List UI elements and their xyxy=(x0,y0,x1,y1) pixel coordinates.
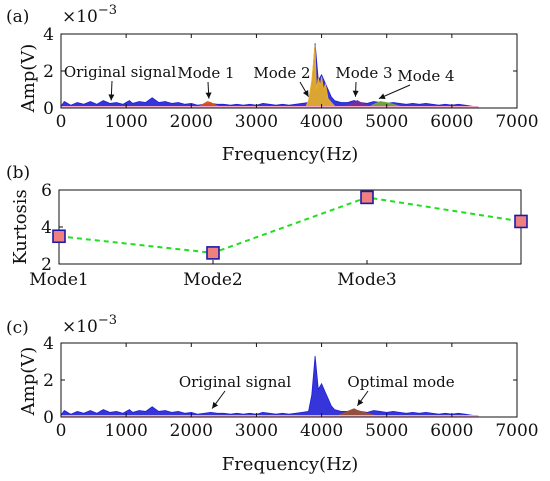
annotation-arrow-head xyxy=(378,93,386,99)
x-tick-label: 2000 xyxy=(170,421,213,441)
x-tick-label: 1000 xyxy=(105,112,148,132)
x-tick-label: 7000 xyxy=(495,421,538,441)
kurtosis-marker xyxy=(360,190,374,205)
x-tick-label: 4000 xyxy=(300,421,343,441)
panel-c-ylabel: Amp(V) xyxy=(18,347,39,417)
panel-c-spectrum: (c) ×10−3 Amp(V) Frequency(Hz) Original … xyxy=(6,313,539,475)
annotation-arrow-head xyxy=(352,90,359,97)
panel-a-label: (a) xyxy=(6,7,29,27)
x-tick-label: 4000 xyxy=(300,112,343,132)
panel-b-kurtosis: (b) Kurtosis 2 4 6 Mode1 Mode2 Mode3 xyxy=(6,163,528,290)
annotation-arrow-head xyxy=(302,90,309,97)
y-tick-label: 2 xyxy=(43,371,54,391)
x-tick-label: 0 xyxy=(56,421,67,441)
y-tick-label: 6 xyxy=(41,181,52,201)
x-tick-label: Mode2 xyxy=(183,270,242,290)
x-tick-label: 6000 xyxy=(430,421,473,441)
panel-c-multiplier: ×10−3 xyxy=(62,313,117,337)
x-tick-label: 0 xyxy=(56,112,67,132)
x-tick-label: 3000 xyxy=(235,421,278,441)
annotation-label: Mode 4 xyxy=(397,67,454,85)
annotation-arrow-head xyxy=(108,94,115,101)
x-tick-label: 2000 xyxy=(170,112,213,132)
annotation-arrow-head xyxy=(357,399,364,406)
y-tick-label: 0 xyxy=(43,408,54,428)
x-tick-label: 5000 xyxy=(365,112,408,132)
kurtosis-marker xyxy=(514,214,528,229)
panel-c-xlabel: Frequency(Hz) xyxy=(222,454,359,475)
y-tick-label: 2 xyxy=(43,62,54,82)
panel-b-label: (b) xyxy=(6,163,30,183)
panel-a-ylabel: Amp(V) xyxy=(18,44,39,114)
x-tick-label: 5000 xyxy=(365,421,408,441)
kurtosis-marker xyxy=(52,229,66,244)
svg-text:×10−3: ×10−3 xyxy=(62,3,117,27)
x-tick-label: 3000 xyxy=(235,112,278,132)
y-tick-label: 4 xyxy=(43,25,54,45)
series-mode-2 xyxy=(304,45,342,109)
panel-a-multiplier-exp: −3 xyxy=(98,3,117,18)
x-tick-label: 7000 xyxy=(495,112,538,132)
svg-text:×10−3: ×10−3 xyxy=(62,313,117,337)
panel-c-multiplier-base: ×10 xyxy=(62,317,98,337)
kurtosis-line xyxy=(58,196,522,254)
annotation-arrow-head xyxy=(212,401,219,409)
annotation-arrow-head xyxy=(205,92,212,99)
panel-a-annotations: Original signal Mode 1 Mode 2 Mode 3 Mode 4 xyxy=(64,63,455,101)
panel-a-spectrum: (a) ×10−3 Amp(V) Frequency(Hz) Original … xyxy=(6,3,539,165)
y-tick-label: 4 xyxy=(43,334,54,354)
annotation-label: Mode 1 xyxy=(177,64,234,82)
panel-a-multiplier-base: ×10 xyxy=(62,7,98,27)
annotation-label: Optimal mode xyxy=(347,373,454,391)
y-tick-label: 4 xyxy=(41,218,52,238)
y-tick-label: 2 xyxy=(41,255,52,275)
panel-c-label: (c) xyxy=(6,318,29,338)
annotation-label: Original signal xyxy=(179,373,292,391)
panel-a-xlabel: Frequency(Hz) xyxy=(222,144,359,165)
series-original-signal xyxy=(60,43,479,109)
annotation-label: Original signal xyxy=(64,63,177,81)
x-tick-label: 1000 xyxy=(105,421,148,441)
x-tick-label: Mode1 xyxy=(29,270,88,290)
x-tick-label: 6000 xyxy=(430,112,473,132)
panel-a-multiplier: ×10−3 xyxy=(62,3,117,27)
annotation-label: Mode 2 xyxy=(253,64,310,82)
panel-b-ylabel: Kurtosis xyxy=(10,189,31,265)
panel-c-annotations: Original signal Optimal mode xyxy=(179,373,455,409)
x-tick-label: Mode3 xyxy=(337,270,396,290)
annotation-label: Mode 3 xyxy=(335,64,392,82)
kurtosis-marker xyxy=(206,246,220,260)
y-tick-label: 0 xyxy=(43,99,54,119)
series-original-signal xyxy=(60,355,479,418)
plot-frame xyxy=(58,189,522,265)
panel-c-multiplier-exp: −3 xyxy=(98,313,117,328)
